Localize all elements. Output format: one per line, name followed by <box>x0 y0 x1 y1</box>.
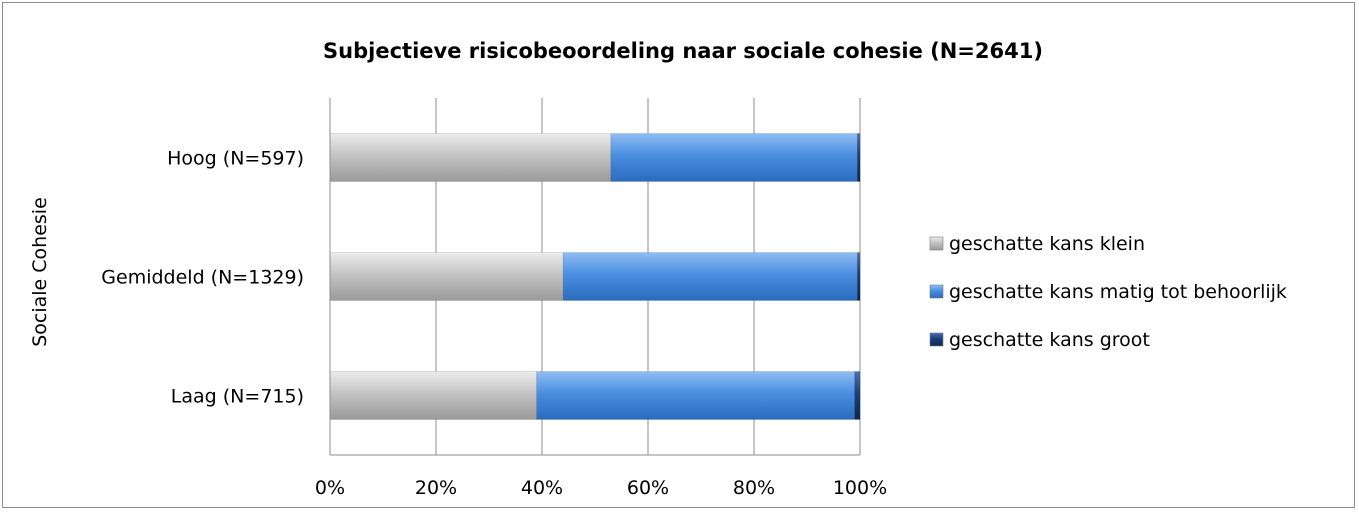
bar-segment <box>329 133 612 182</box>
bars <box>329 133 861 420</box>
legend-label: geschatte kans matig tot behoorlijk <box>949 281 1287 303</box>
x-tick-labels: 0% 20% 40% 60% 80% 100% <box>315 477 887 499</box>
legend-label: geschatte kans groot <box>949 329 1150 351</box>
x-tick-label: 60% <box>627 477 669 499</box>
bar-segment <box>610 133 858 182</box>
bar-segment <box>857 133 861 182</box>
category-label: Laag (N=715) <box>171 386 304 408</box>
category-labels: Hoog (N=597) Gemiddeld (N=1329) Laag (N=71… <box>101 148 304 408</box>
legend-swatch <box>929 332 944 347</box>
x-tick-label: 0% <box>315 477 345 499</box>
bar-segment <box>536 371 856 420</box>
bar-segment <box>854 371 861 420</box>
bar-segment <box>329 371 537 420</box>
x-tick-label: 40% <box>521 477 563 499</box>
x-tick-label: 20% <box>415 477 457 499</box>
bar-segment <box>857 252 861 301</box>
x-tick-label: 80% <box>733 477 775 499</box>
chart-title: Subjectieve risicobeoordeling naar socia… <box>323 39 1043 63</box>
legend-swatch <box>929 284 944 299</box>
legend-label: geschatte kans klein <box>949 233 1145 255</box>
bar-segment <box>562 252 858 301</box>
bar-segment <box>329 252 564 301</box>
axes <box>329 98 860 456</box>
x-tick-label: 100% <box>833 477 887 499</box>
legend: geschatte kans klein geschatte kans matig… <box>929 233 1287 351</box>
category-label: Gemiddeld (N=1329) <box>101 267 304 289</box>
y-axis-label: Sociale Cohesie <box>29 197 51 347</box>
legend-swatch <box>929 236 944 251</box>
category-label: Hoog (N=597) <box>167 148 304 170</box>
